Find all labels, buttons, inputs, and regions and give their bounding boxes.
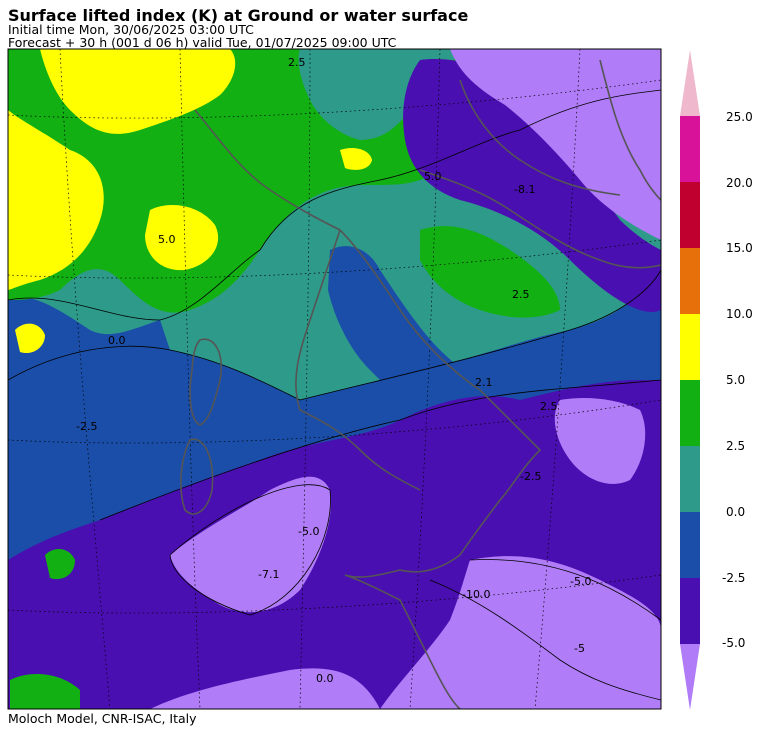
contour-label: -7.1 <box>258 568 279 581</box>
region-yellow-small <box>340 148 372 170</box>
colorbar-label: 25.0 <box>726 110 753 124</box>
contour-label: 5.0 <box>158 233 176 246</box>
colorbar-label: 0.0 <box>726 505 745 519</box>
region-lavender-east-ionian <box>554 398 646 484</box>
region-blue-north-west <box>8 297 170 380</box>
region-lavender-south <box>150 668 380 709</box>
colorbar-segment <box>680 182 700 248</box>
region-yellow-top <box>40 49 236 134</box>
region-yellow-sardinia <box>15 323 45 354</box>
colorbar-label: 20.0 <box>726 176 753 190</box>
forecast-label: Forecast + 30 h (001 d 06 h) valid Tue, … <box>8 35 397 50</box>
region-yellow-center <box>145 205 219 271</box>
contour-label: -8.1 <box>514 183 535 196</box>
chart-title: Surface lifted index (K) at Ground or wa… <box>8 6 469 25</box>
contour-label: 5.0 <box>424 170 442 183</box>
contour-label: -5 <box>574 642 585 655</box>
colorbar-label: 2.5 <box>726 439 745 453</box>
region-lavender-south-east <box>380 556 661 709</box>
region-green-south-west-2 <box>10 674 80 709</box>
contour-label: 2.1 <box>475 376 493 389</box>
colorbar-segment <box>680 50 700 116</box>
contour-label: 0.0 <box>108 334 126 347</box>
contour-label: -5.0 <box>570 575 591 588</box>
colorbar-label: -5.0 <box>722 636 745 650</box>
colorbar-segment <box>680 116 700 182</box>
map-frame <box>7 48 662 710</box>
graticule <box>8 49 661 709</box>
colorbar-segment <box>680 446 700 512</box>
contour-label: -2.5 <box>76 420 97 433</box>
contour-label: 2.5 <box>288 56 306 69</box>
colorbar-label: 15.0 <box>726 241 753 255</box>
colorbar-label: 10.0 <box>726 307 753 321</box>
colorbar-segment <box>680 314 700 380</box>
contour-label: -5.0 <box>298 525 319 538</box>
borders <box>180 59 661 709</box>
colorbar-segment <box>680 248 700 314</box>
colorbar-label: -2.5 <box>722 571 745 585</box>
contour-label: -2.5 <box>520 470 541 483</box>
colorbar-segment <box>680 380 700 446</box>
contour-label: 2.5 <box>512 288 530 301</box>
region-yellow-northwest <box>8 110 104 290</box>
colorbar-segment <box>680 578 700 644</box>
colorbar-segments <box>680 50 700 710</box>
contour-label: 2.5 <box>540 400 558 413</box>
contour-label: 0.0 <box>316 672 334 685</box>
region-lavender-tyrrhenian <box>170 476 331 613</box>
contour-label: -10.0 <box>462 588 490 601</box>
colorbar-segment <box>680 512 700 578</box>
contour-lines <box>8 89 661 701</box>
region-green-east <box>420 226 560 318</box>
region-lavender-north-east <box>450 49 661 240</box>
initial-time-label: Initial time Mon, 30/06/2025 03:00 UTC <box>8 22 254 37</box>
region-blue-adriatic <box>328 246 480 420</box>
region-green-south-west <box>45 548 75 580</box>
colorbar-label: 5.0 <box>726 373 745 387</box>
colorbar-labels: 25.0 20.0 15.0 10.0 5.0 2.5 0.0 -2.5 -5.… <box>722 110 753 650</box>
model-credit: Moloch Model, CNR-ISAC, Italy <box>8 711 197 726</box>
colorbar-segment <box>680 644 700 710</box>
